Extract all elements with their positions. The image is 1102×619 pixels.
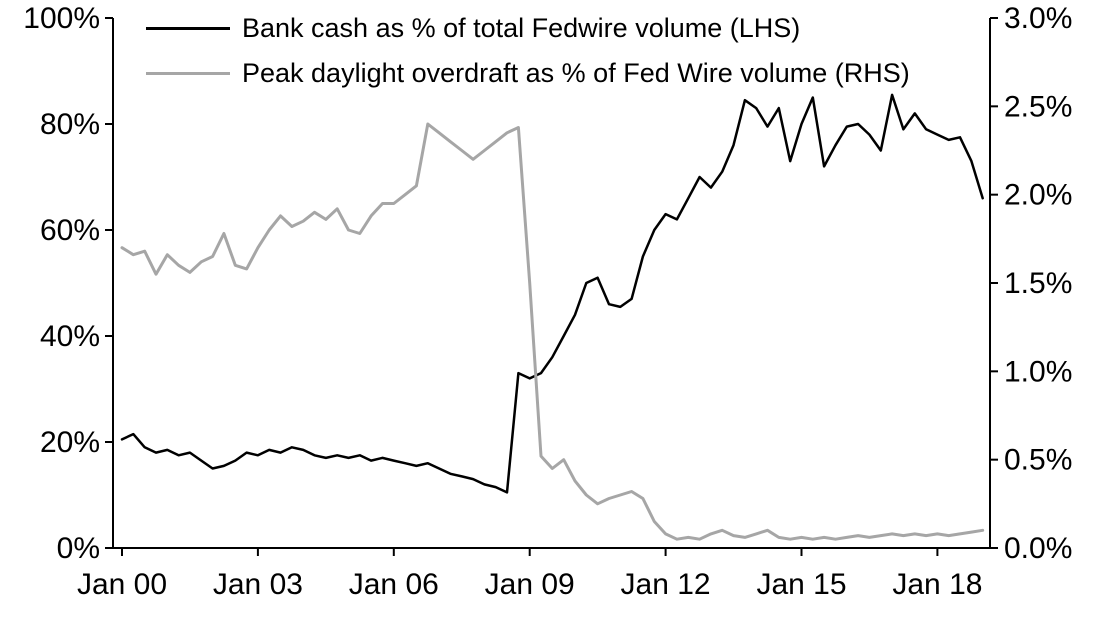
- y-right-tick-label: 0.5%: [1004, 444, 1072, 477]
- y-left-tick-label: 80%: [40, 108, 100, 141]
- x-tick-label: Jan 03: [213, 568, 303, 601]
- y-left-tick-label: 0%: [57, 532, 100, 565]
- y-left-tick-label: 100%: [23, 2, 100, 35]
- x-tick-label: Jan 15: [756, 568, 846, 601]
- y-right-tick-label: 2.5%: [1004, 90, 1072, 123]
- legend: Bank cash as % of total Fedwire volume (…: [146, 12, 910, 90]
- series-line-1: [120, 122, 985, 541]
- legend-label-overdraft: Peak daylight overdraft as % of Fed Wire…: [242, 58, 910, 88]
- legend-item-bank-cash: Bank cash as % of total Fedwire volume (…: [146, 12, 910, 45]
- x-tick-label: Jan 09: [485, 568, 575, 601]
- y-left-tick-label: 40%: [40, 320, 100, 353]
- y-right-tick-label: 1.5%: [1004, 267, 1072, 300]
- legend-item-overdraft: Peak daylight overdraft as % of Fed Wire…: [146, 57, 910, 90]
- x-tick-label: Jan 00: [77, 568, 167, 601]
- y-right-tick-label: 2.0%: [1004, 179, 1072, 212]
- y-right-tick-label: 0.0%: [1004, 532, 1072, 565]
- y-right-tick-label: 1.0%: [1004, 355, 1072, 388]
- y-right-tick-label: 3.0%: [1004, 2, 1072, 35]
- series-line-0: [120, 93, 984, 494]
- legend-line-sample-gray: [146, 72, 230, 75]
- y-left-tick-label: 60%: [40, 214, 100, 247]
- x-tick-label: Jan 12: [621, 568, 711, 601]
- y-left-tick-label: 20%: [40, 426, 100, 459]
- legend-line-sample-black: [146, 27, 230, 30]
- x-tick-label: Jan 18: [892, 568, 982, 601]
- x-tick-label: Jan 06: [349, 568, 439, 601]
- legend-label-bank-cash: Bank cash as % of total Fedwire volume (…: [242, 13, 801, 43]
